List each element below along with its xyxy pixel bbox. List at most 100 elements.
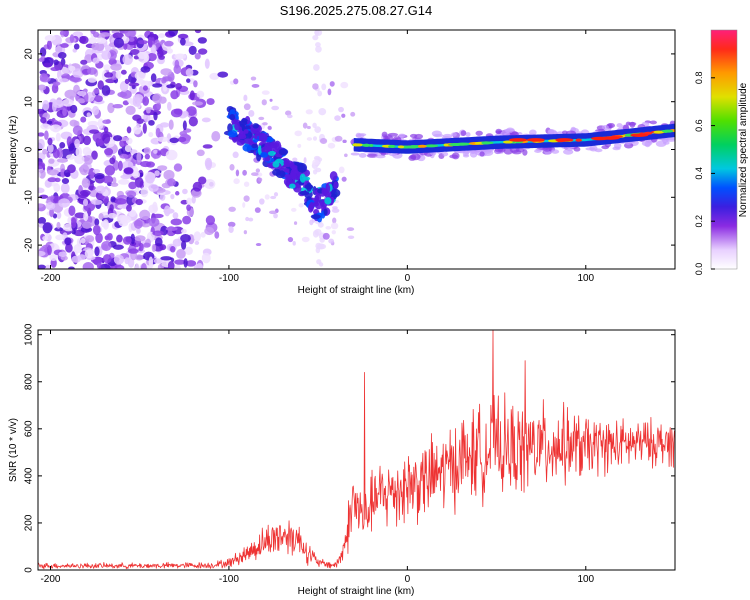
noise-blob (38, 57, 45, 62)
noise-blob (124, 144, 132, 153)
noise-blob (243, 230, 248, 235)
noise-blob (50, 67, 60, 72)
noise-blob (52, 99, 65, 109)
noise-blob (228, 206, 236, 212)
noise-blob (68, 65, 76, 72)
colorbar-tick-label: 0.6 (694, 119, 704, 132)
carrier-peak (644, 131, 653, 135)
noise-blob (302, 122, 308, 129)
noise-blob (56, 158, 69, 163)
noise-blob (116, 234, 123, 243)
noise-blob (137, 40, 148, 45)
noise-blob (107, 212, 117, 219)
carrier-halo (594, 148, 603, 153)
noise-blob (243, 94, 248, 102)
noise-blob (85, 235, 95, 243)
noise-blob (46, 120, 53, 125)
carrier-halo (515, 148, 525, 153)
trace-blob (264, 156, 271, 162)
trace-blob (323, 208, 328, 216)
noise-blob (124, 257, 130, 265)
noise-blob (242, 202, 246, 208)
noise-blob (120, 89, 132, 99)
colorbar-ticks: 0.0 0.2 0.4 0.6 0.8 (694, 72, 715, 275)
noise-blob (297, 143, 302, 148)
noise-blob (132, 97, 142, 107)
noise-blob (94, 173, 105, 180)
noise-blob (314, 126, 321, 133)
noise-blob (50, 124, 62, 132)
noise-blob (162, 76, 173, 82)
noise-blob (96, 37, 107, 44)
noise-blob (196, 262, 203, 269)
noise-blob (186, 78, 191, 83)
trace-blob (283, 160, 294, 166)
noise-blob (182, 215, 192, 225)
noise-blob (72, 125, 83, 136)
noise-blob (79, 164, 90, 176)
noise-blob (273, 192, 279, 197)
noise-blob (211, 130, 221, 142)
noise-blob (122, 100, 129, 106)
noise-blob (143, 242, 151, 248)
noise-blob (39, 47, 47, 57)
noise-blob (175, 191, 180, 196)
noise-blob (83, 211, 89, 222)
noise-blob (172, 238, 183, 247)
noise-blob (204, 179, 216, 190)
carrier-halo (431, 130, 442, 137)
noise-blob (314, 30, 320, 37)
noise-blob (39, 194, 49, 199)
noise-blob (317, 90, 323, 97)
noise-blob (154, 237, 163, 247)
trace-blob (290, 168, 299, 179)
noise-blob (242, 169, 247, 176)
noise-blob (228, 226, 234, 233)
noise-blob (47, 143, 54, 153)
noise-blob (153, 149, 158, 154)
noise-blob (168, 119, 174, 130)
trace-blob (227, 123, 233, 133)
noise-blob (313, 155, 321, 161)
noise-blob (38, 171, 41, 178)
noise-blob (128, 181, 137, 190)
noise-blob (306, 125, 311, 130)
noise-blob (243, 103, 251, 111)
noise-blob (209, 72, 220, 80)
noise-blob (80, 116, 87, 123)
noise-blob (264, 194, 270, 200)
noise-blob (76, 238, 82, 247)
noise-blob (42, 99, 50, 111)
noise-blob (70, 104, 78, 114)
trace-blob (241, 118, 248, 123)
noise-blob (92, 224, 101, 236)
noise-blob (186, 197, 192, 206)
trace-blob (238, 134, 247, 140)
carrier-peak (555, 138, 574, 142)
noise-blob (147, 52, 157, 62)
noise-blob (152, 213, 164, 219)
noise-blob (217, 71, 229, 78)
noise-blob (91, 42, 100, 51)
noise-blob (164, 40, 174, 47)
noise-blob (128, 82, 140, 87)
noise-blob (167, 261, 175, 269)
noise-blob (54, 227, 64, 232)
noise-blob (94, 218, 100, 226)
noise-blob (169, 137, 179, 144)
carrier-peak (481, 141, 491, 145)
noise-blob (139, 209, 151, 221)
noise-blob (104, 148, 114, 156)
noise-blob (86, 112, 91, 118)
noise-blob (287, 236, 294, 243)
noise-blob (197, 48, 208, 55)
noise-blob (101, 240, 112, 252)
trace-blob (299, 173, 306, 183)
noise-blob (174, 259, 186, 265)
trace-blob (243, 138, 253, 144)
noise-blob (227, 221, 236, 228)
colorbar-frame (710, 29, 738, 270)
snr-panel: -200 -100 0 100 0 200 400 600 800 1000 Height of… (8, 323, 676, 597)
noise-blob (177, 33, 189, 39)
noise-blob (88, 129, 100, 134)
